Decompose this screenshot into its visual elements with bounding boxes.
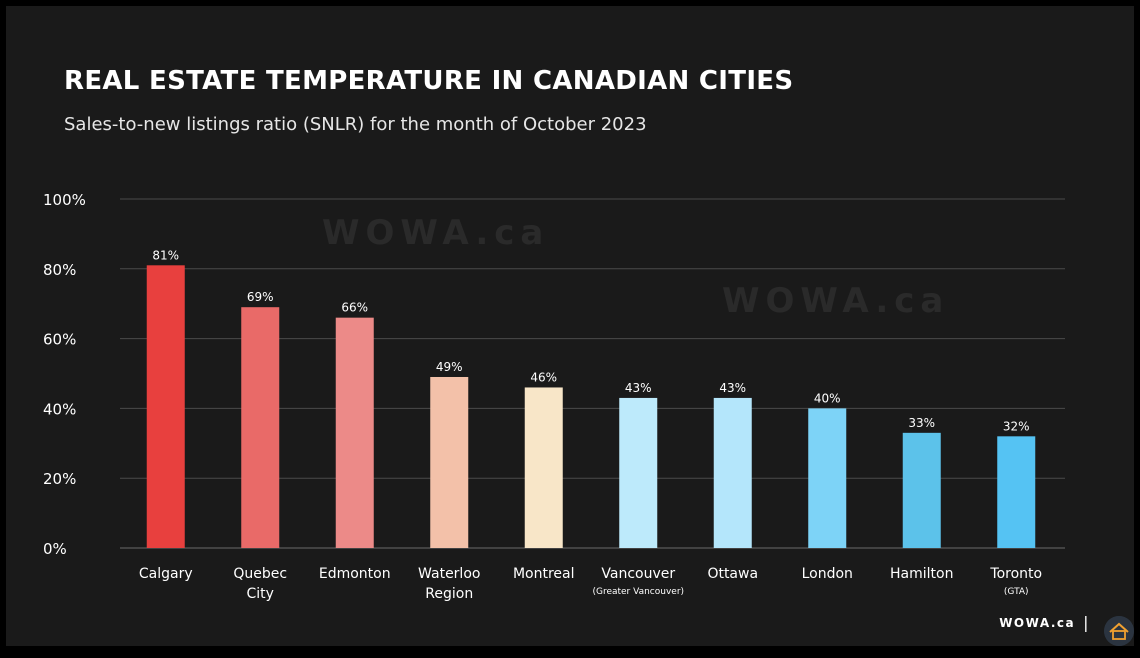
bar [902,432,941,548]
footer-brand: WOWA.ca [999,615,1076,630]
chart-subtitle: Sales-to-new listings ratio (SNLR) for t… [64,114,647,135]
data-label: 33% [908,416,935,430]
data-label: 66% [341,301,368,315]
watermarks: WOWA.ca WOWA.ca [322,213,949,321]
x-tick-label: Edmonton [319,566,391,582]
bar [619,397,658,548]
data-label: 43% [625,381,652,395]
bar [713,397,752,548]
watermark-text: WOWA.ca [322,213,549,253]
data-label: 32% [1003,419,1030,433]
data-label: 81% [152,248,179,262]
x-tick-label: Calgary [139,566,193,582]
data-label: 49% [436,360,463,374]
x-tick-label: Waterloo [418,566,480,582]
x-tick-label: Region [425,586,473,602]
data-label: 69% [247,290,274,304]
bars: 81% 69% 66% 49% 46% 43% 43% 40% 33% 32% [146,248,1036,548]
watermark-text: WOWA.ca [722,281,949,321]
bar [241,307,280,548]
bar [430,376,469,548]
x-tick-label: London [802,566,853,582]
y-tick-label: 100% [43,191,86,209]
x-tick-label: Vancouver [601,566,675,582]
x-tick-label: Quebec [233,566,287,582]
x-tick-label: Montreal [513,566,575,582]
bar [335,317,374,548]
bar [997,436,1036,548]
bar [146,265,185,548]
data-label: 46% [530,370,557,384]
x-tick-sublabel: (GTA) [1004,587,1029,597]
x-tick-sublabel: (Greater Vancouver) [592,587,684,597]
y-tick-label: 60% [43,331,76,349]
footer: WOWA.ca | [999,613,1090,632]
y-axis: 0% 20% 40% 60% 80% 100% [43,191,86,558]
chart-panel: REAL ESTATE TEMPERATURE IN CANADIAN CITI… [6,6,1134,646]
y-tick-label: 20% [43,470,76,488]
data-label: 43% [719,381,746,395]
bar [524,387,563,548]
footer-separator: | [1083,613,1090,632]
y-tick-label: 0% [43,540,67,558]
chart-title: REAL ESTATE TEMPERATURE IN CANADIAN CITI… [64,66,794,96]
x-tick-label: Ottawa [707,566,758,582]
data-label: 40% [814,391,841,405]
y-tick-label: 40% [43,400,76,418]
bar [808,408,847,548]
x-axis: Calgary Quebec City Edmonton Waterloo Region M… [139,566,1042,602]
x-tick-label: Hamilton [890,566,953,582]
y-tick-label: 80% [43,261,76,279]
house-logo-icon [1104,616,1134,646]
x-tick-label: Toronto [989,566,1042,582]
x-tick-label: City [247,586,274,602]
